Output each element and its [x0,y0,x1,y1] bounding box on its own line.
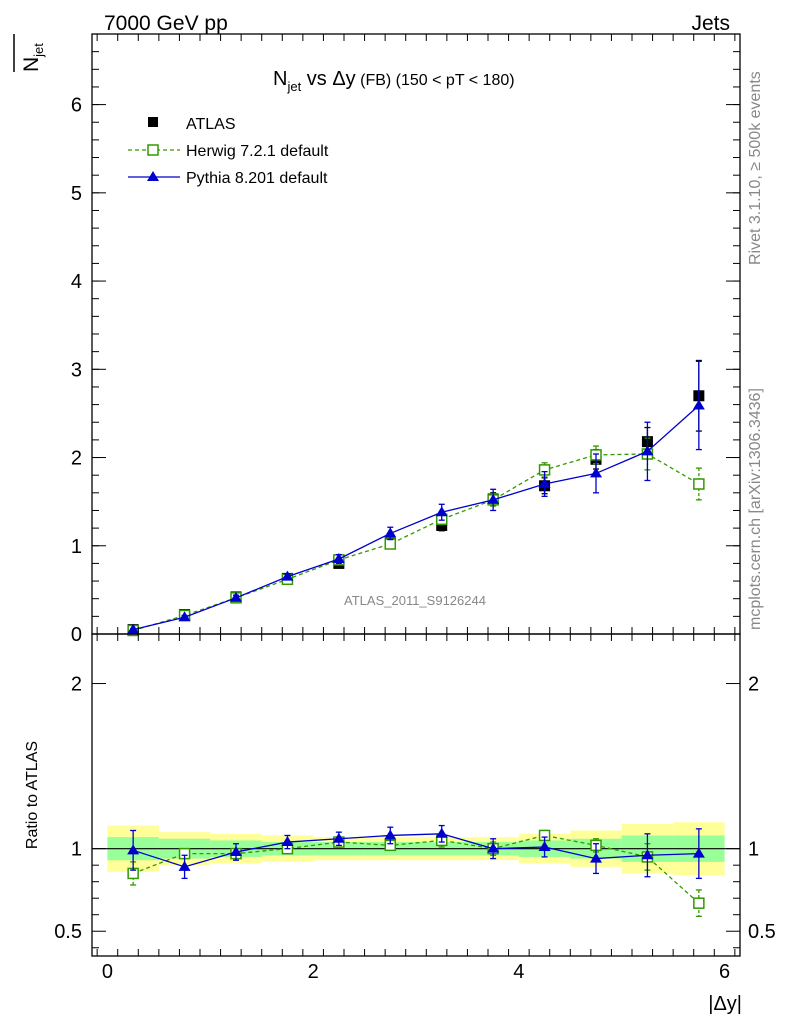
main-panel-content [127,359,705,637]
ratio-ytick-label-right: 0.5 [748,921,776,943]
ratio-pythia-point [641,849,654,860]
plot-title: Njet vs Δy (FB) (150 < pT < 180) [273,68,515,94]
ratio-frame [91,633,741,957]
main-pythia-point [538,478,551,488]
ratio-ylabel: Ratio to ATLAS [24,741,41,849]
xtick-label: 6 [719,961,730,983]
main-ytick-label: 2 [71,448,82,470]
main-ytick-label: 1 [71,536,82,558]
ratio-pythia-point [692,847,705,858]
main-pythia-point [384,527,397,538]
main-ylabel-n: N [20,57,43,72]
watermark: ATLAS_2011_S9126244 [344,593,486,608]
main-ylabel-sub: jet [31,43,46,58]
ratio-pythia-point [230,845,242,856]
main-pythia-point [487,493,500,504]
side-rivet-label: Rivet 3.1.10, ≥ 500k events [747,71,764,265]
main-ylabel: Njet [20,43,46,72]
ratio-pythia-point [590,852,602,863]
title-fb: (FB) [356,72,396,89]
main-pythia-point [692,399,705,410]
axes: 0 1 2 3 4 5 6 0 2 4 6 0.5 0.5 1 1 2 2 [54,33,776,983]
main-herwig-point [384,538,397,550]
ratio-ytick-label: 2 [71,674,82,696]
main-pythia-point [641,445,654,456]
ratio-pythia-point [332,832,345,843]
main-pythia-point [127,623,140,634]
main-ytick-label: 6 [71,95,82,117]
title-delta-y: Δy [332,68,355,90]
main-ytick-label: 3 [71,359,82,381]
ratio-ytick-label: 1 [71,839,82,861]
ratio-panel-content [127,824,705,918]
svg-text:Njet: Njet [20,43,46,72]
main-pythia-point [281,570,294,581]
title-cut: (150 < pT < 180) [396,72,515,89]
ratio-pythia-line [132,833,699,868]
xtick-label: 2 [308,961,319,983]
main-pythia-point [230,591,242,602]
legend-pythia-marker [147,171,159,181]
ratio-pythia-point [178,860,191,871]
legend-herwig-label: Herwig 7.2.1 default [186,143,329,160]
xtick-label: 0 [102,961,113,983]
main-pythia-point [590,467,602,478]
header-left: 7000 GeV pp [104,12,228,35]
header-right: Jets [691,12,730,35]
title-n-sub: jet [286,79,301,94]
main-pythia-line [132,404,700,631]
ratio-ytick-label-right: 1 [748,839,759,861]
main-pythia-point [435,506,448,517]
legend-herwig-marker [147,144,159,156]
title-n: N [273,68,287,90]
ratio-ytick-label: 0.5 [54,921,82,943]
ratio-herwig-point [693,897,705,909]
legend-atlas-marker [148,117,158,127]
ratio-herwig-line [132,834,700,904]
ratio-ytick-label-right: 2 [748,674,759,696]
ratio-pythia-point [487,842,500,853]
main-pythia-point [332,553,345,563]
ratio-pythia-point [435,827,448,838]
legend-pythia-label: Pythia 8.201 default [186,170,328,187]
title-vs: vs [301,68,332,90]
main-atlas-point [436,519,448,531]
main-pythia-point [178,611,191,622]
ratio-pythia-point [281,836,294,847]
ratio-pythia-point [384,829,397,840]
legend-atlas-label: ATLAS [186,116,236,133]
legend: ATLAS Herwig 7.2.1 default Pythia 8.201 … [128,116,329,187]
main-ytick-label: 4 [71,271,82,293]
ratio-pythia-point [538,841,551,852]
x-axis-label: |Δy| [708,993,742,1015]
main-ytick-label: 5 [71,183,82,205]
side-mcplots-label: mcplots.cern.ch [arXiv:1306.3436] [747,388,764,630]
main-ytick-label: 0 [71,624,82,646]
ratio-pythia-point [127,844,140,855]
main-herwig-point [693,478,705,490]
xtick-label: 4 [513,961,524,983]
